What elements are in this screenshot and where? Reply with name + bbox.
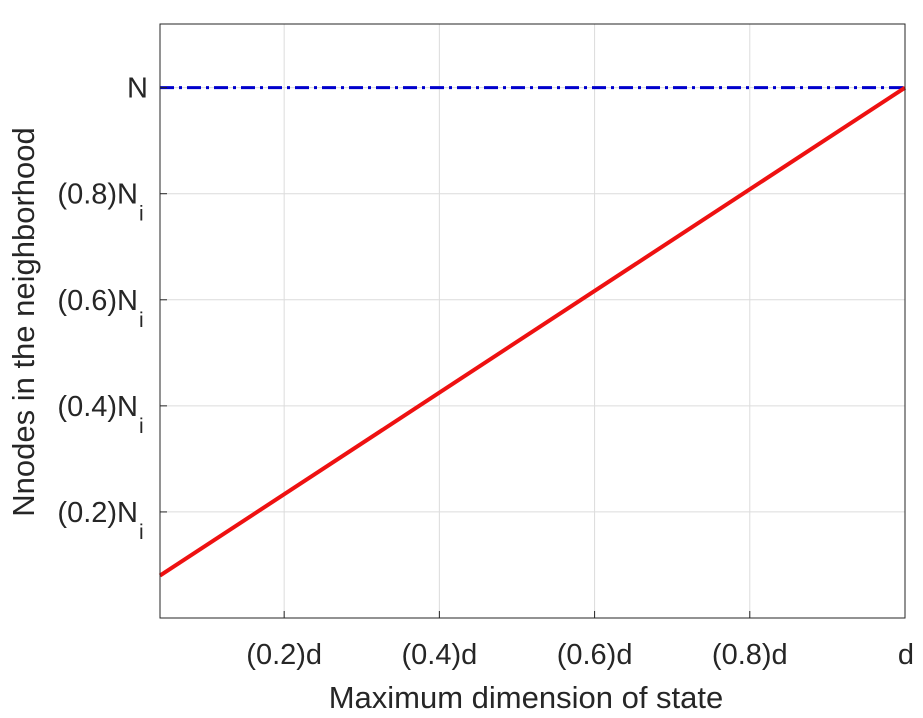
x-tick-label: (0.2)d — [246, 639, 322, 671]
y-tick-label: (0.2)N — [57, 497, 138, 529]
x-tick-label: d — [898, 639, 914, 671]
y-tick-label: N — [127, 73, 148, 105]
grid — [160, 24, 906, 618]
y-tick-subscript: i — [139, 309, 144, 332]
y-tick-subscript: i — [139, 521, 144, 544]
y-axis-label: Nnodes in the neighborhood — [6, 127, 41, 517]
series-layer — [158, 85, 907, 578]
x-tick-label: (0.8)d — [712, 639, 788, 671]
x-tick-label: (0.6)d — [557, 639, 633, 671]
x-tick-label: (0.4)d — [401, 639, 477, 671]
y-tick-label: (0.4)N — [57, 391, 138, 423]
x-axis-label: Maximum dimension of state — [329, 680, 724, 715]
series-line-solid — [158, 85, 907, 578]
y-tick-label: (0.8)N — [57, 179, 138, 211]
y-tick-label: (0.6)N — [57, 285, 138, 317]
tick-layer: (0.2)d (0.4)d (0.6)d (0.8)d d(0.2)Ni(0.4)Ni(… — [57, 73, 914, 671]
y-tick-subscript: i — [139, 415, 144, 438]
plot-frame — [159, 23, 906, 619]
y-tick-subscript: i — [139, 203, 144, 226]
